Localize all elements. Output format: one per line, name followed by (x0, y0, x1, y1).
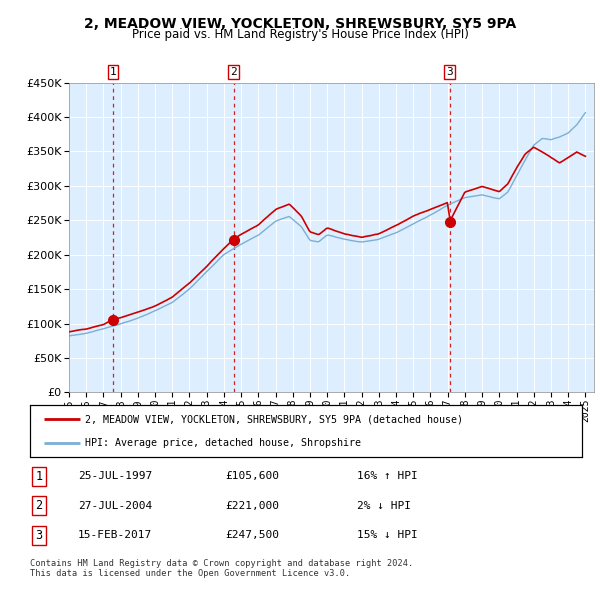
Text: £105,600: £105,600 (225, 471, 279, 481)
Text: 15-FEB-2017: 15-FEB-2017 (78, 530, 152, 540)
Text: Price paid vs. HM Land Registry's House Price Index (HPI): Price paid vs. HM Land Registry's House … (131, 28, 469, 41)
Text: HPI: Average price, detached house, Shropshire: HPI: Average price, detached house, Shro… (85, 438, 361, 448)
Text: 15% ↓ HPI: 15% ↓ HPI (357, 530, 418, 540)
Text: 3: 3 (446, 67, 453, 77)
Text: 16% ↑ HPI: 16% ↑ HPI (357, 471, 418, 481)
Text: £247,500: £247,500 (225, 530, 279, 540)
Text: 2% ↓ HPI: 2% ↓ HPI (357, 501, 411, 510)
Text: 2, MEADOW VIEW, YOCKLETON, SHREWSBURY, SY5 9PA: 2, MEADOW VIEW, YOCKLETON, SHREWSBURY, S… (84, 17, 516, 31)
Text: 3: 3 (35, 529, 43, 542)
Text: Contains HM Land Registry data © Crown copyright and database right 2024.: Contains HM Land Registry data © Crown c… (30, 559, 413, 568)
Text: This data is licensed under the Open Government Licence v3.0.: This data is licensed under the Open Gov… (30, 569, 350, 578)
Text: 25-JUL-1997: 25-JUL-1997 (78, 471, 152, 481)
Text: 1: 1 (35, 470, 43, 483)
Text: 1: 1 (110, 67, 116, 77)
Text: £221,000: £221,000 (225, 501, 279, 510)
Text: 2, MEADOW VIEW, YOCKLETON, SHREWSBURY, SY5 9PA (detached house): 2, MEADOW VIEW, YOCKLETON, SHREWSBURY, S… (85, 414, 463, 424)
Text: 2: 2 (230, 67, 237, 77)
Text: 27-JUL-2004: 27-JUL-2004 (78, 501, 152, 510)
Text: 2: 2 (35, 499, 43, 512)
